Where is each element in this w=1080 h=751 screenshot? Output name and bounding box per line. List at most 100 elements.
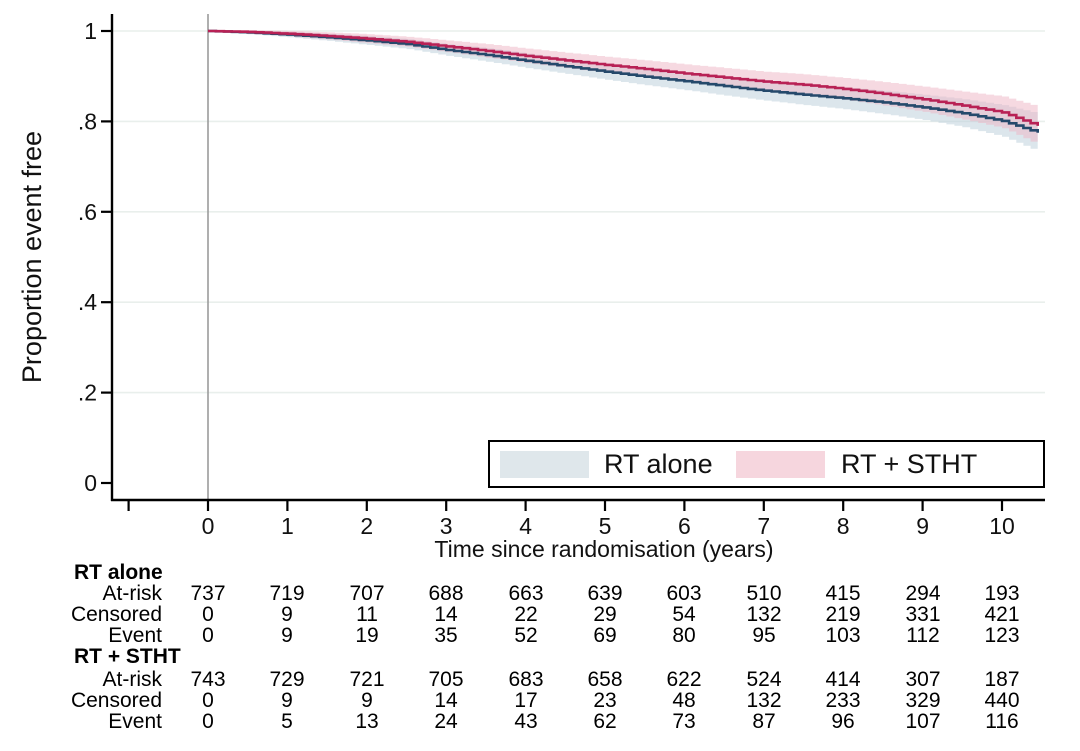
risk-table-value: 14	[434, 689, 458, 712]
risk-table-value: 440	[984, 689, 1020, 712]
risk-table-value: 294	[905, 582, 941, 605]
x-tick-label: 10	[989, 513, 1015, 539]
risk-table-value: 112	[906, 624, 940, 647]
risk-table-value: 14	[434, 603, 458, 626]
risk-table-value: 729	[269, 668, 305, 691]
x-tick-label: 1	[281, 513, 294, 539]
risk-table-value: 22	[514, 603, 538, 626]
km-chart-svg: 0 1 2 3 4 5 6 7 8 9 10 0 .2 .4 .6 .8 1	[78, 14, 1045, 539]
risk-table-value: 24	[434, 710, 458, 733]
legend-label-rt-stht: RT + STHT	[841, 449, 978, 479]
risk-table-value: 622	[666, 668, 702, 691]
x-tick-label: 2	[360, 513, 373, 539]
risk-table-value: 737	[190, 582, 226, 605]
survival-curves	[208, 29, 1039, 133]
risk-table-value: 19	[355, 624, 379, 647]
risk-table-value: 233	[825, 689, 861, 712]
x-tick-label: 3	[440, 513, 453, 539]
risk-table-value: 421	[984, 603, 1020, 626]
risk-table-value: 73	[672, 710, 696, 733]
risk-table-value: 0	[202, 710, 214, 733]
risk-table-row-label: Censored	[70, 689, 162, 712]
risk-table-value: 719	[269, 582, 305, 605]
risk-table-value: 414	[825, 668, 861, 691]
x-tick-label: 5	[599, 513, 612, 539]
risk-table-value: 307	[905, 668, 941, 691]
risk-table-value: 639	[587, 582, 623, 605]
legend-swatch-rt-alone	[500, 451, 589, 478]
risk-table-value: 107	[905, 710, 941, 733]
survival-curve-rt-stht	[208, 29, 1039, 126]
risk-table-group-label: RT + STHT	[74, 645, 181, 668]
risk-table-value: 9	[361, 689, 373, 712]
risk-table-row-label: At-risk	[102, 582, 163, 605]
risk-table-value: 193	[984, 582, 1020, 605]
risk-table-value: 95	[752, 624, 776, 647]
risk-table-value: 331	[905, 603, 941, 626]
risk-table-value: 48	[672, 689, 696, 712]
risk-table-value: 43	[514, 710, 538, 733]
risk-table-value: 0	[202, 689, 214, 712]
legend-label-rt-alone: RT alone	[604, 449, 713, 479]
risk-table-value: 0	[202, 624, 214, 647]
y-tick-label: 1	[84, 18, 97, 44]
legend-swatch-rt-stht	[736, 451, 825, 478]
risk-table-value: 603	[666, 582, 702, 605]
x-tick-label: 0	[202, 513, 215, 539]
risk-table-value: 116	[985, 710, 1019, 733]
y-tick-label: .4	[78, 289, 97, 315]
risk-table-value: 187	[984, 668, 1020, 691]
x-tick-label: 6	[678, 513, 691, 539]
risk-table-value: 123	[984, 624, 1020, 647]
risk-table-value: 96	[831, 710, 855, 733]
risk-table-value: 132	[746, 603, 782, 626]
risk-table-value: 11	[356, 603, 378, 626]
risk-table-value: 415	[825, 582, 861, 605]
x-tick-labels: 0 1 2 3 4 5 6 7 8 9 10	[202, 513, 1015, 539]
y-tick-label: .2	[78, 380, 97, 406]
risk-table-value: 219	[825, 603, 861, 626]
risk-table-value: 0	[202, 603, 214, 626]
risk-table-row-label: Event	[108, 624, 162, 647]
ci-band-rt-stht	[208, 30, 1038, 145]
risk-table-value: 524	[746, 668, 782, 691]
risk-table-value: 87	[752, 710, 776, 733]
risk-table-value: 69	[593, 624, 617, 647]
risk-table-value: 9	[281, 624, 293, 647]
risk-table-value: 23	[593, 689, 617, 712]
risk-table-value: 103	[825, 624, 861, 647]
risk-table-value: 707	[349, 582, 385, 605]
risk-table-value: 329	[905, 689, 941, 712]
risk-table-value: 663	[508, 582, 544, 605]
x-tick-label: 8	[837, 513, 850, 539]
risk-table-value: 13	[355, 710, 379, 733]
y-tick-label: 0	[84, 470, 97, 496]
legend: RT alone RT + STHT	[488, 440, 1045, 488]
risk-table-value: 80	[672, 624, 696, 647]
confidence-bands	[208, 30, 1038, 152]
y-tick-label: .8	[78, 108, 97, 134]
y-tick-label: .6	[78, 199, 97, 225]
risk-table-value: 683	[508, 668, 544, 691]
risk-table-value: 688	[428, 582, 464, 605]
risk-table-row-label: At-risk	[102, 668, 163, 691]
risk-table-value: 132	[746, 689, 782, 712]
risk-table-value: 35	[434, 624, 458, 647]
risk-table-value: 510	[746, 582, 782, 605]
risk-table-value: 5	[281, 710, 293, 733]
risk-table-value: 29	[593, 603, 617, 626]
risk-table-value: 658	[587, 668, 623, 691]
x-tick-label: 7	[757, 513, 770, 539]
risk-table-value: 705	[428, 668, 464, 691]
risk-table-value: 62	[593, 710, 617, 733]
x-tick-label: 9	[916, 513, 929, 539]
x-tick-label: 4	[519, 513, 532, 539]
x-axis-title: Time since randomisation (years)	[434, 536, 774, 562]
risk-table-value: 721	[349, 668, 385, 691]
risk-table-value: 52	[514, 624, 538, 647]
risk-table-group-label: RT alone	[74, 561, 163, 584]
risk-table-value: 17	[514, 689, 538, 712]
y-tick-labels: 0 .2 .4 .6 .8 1	[78, 18, 97, 496]
risk-table-value: 9	[281, 603, 293, 626]
